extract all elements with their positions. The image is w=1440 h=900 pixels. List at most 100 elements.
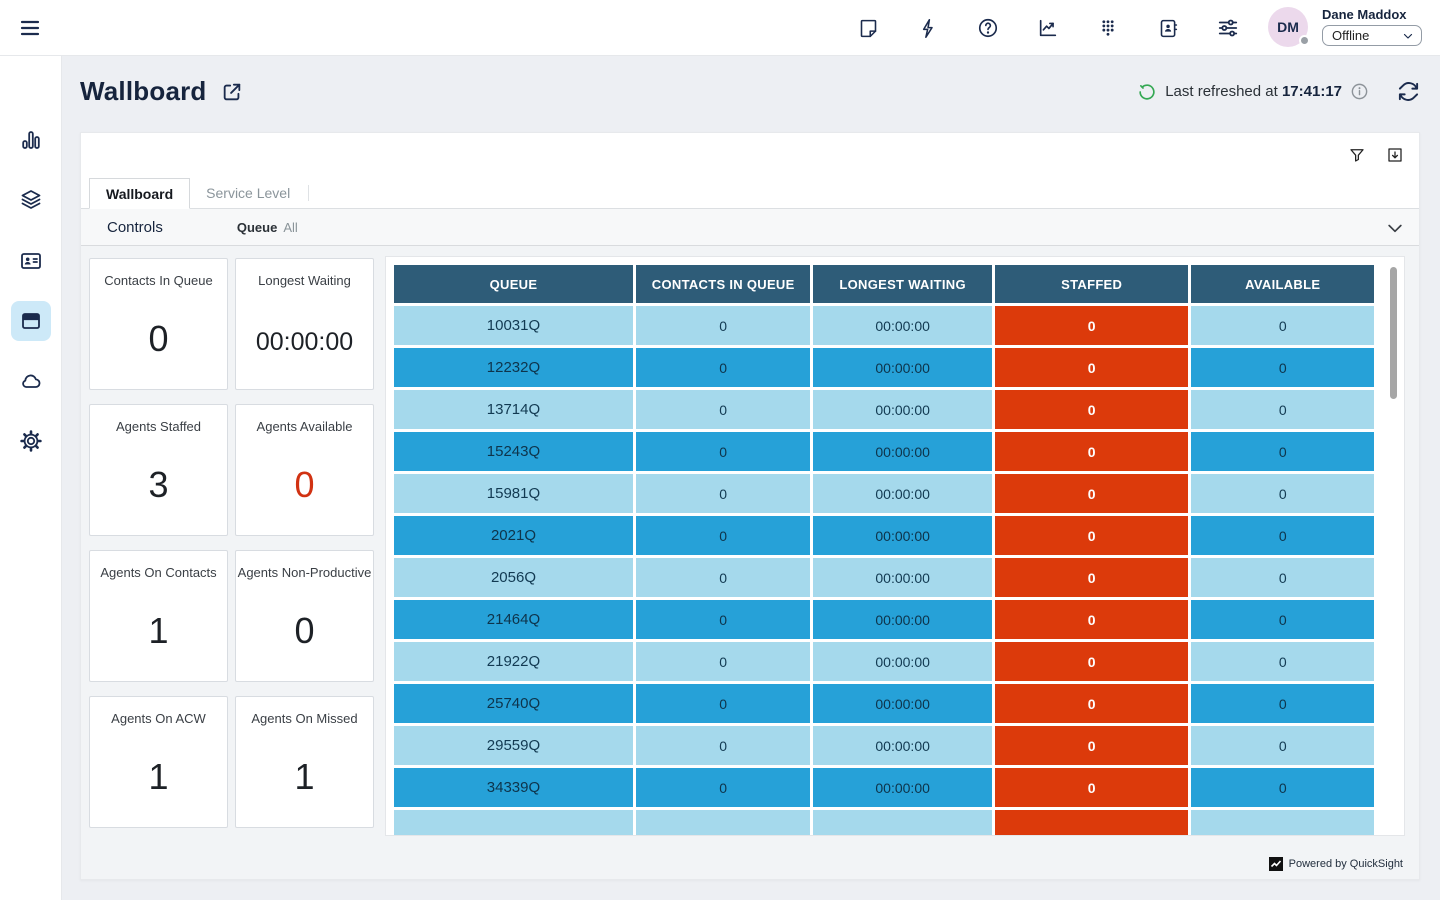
kpi-agents-non-productive: Agents Non-Productive 0 [235, 550, 374, 682]
cell-contacts-in-queue: 0 [635, 726, 811, 765]
cell-available: 0 [1191, 390, 1374, 429]
kpi-value: 1 [294, 756, 315, 797]
contact-book-icon[interactable] [1138, 0, 1198, 56]
cell-staffed: 0 [994, 684, 1189, 723]
dashboard-card: Wallboard Service Level Controls Queue A… [80, 132, 1420, 880]
cell-staffed: 0 [994, 390, 1189, 429]
sidebar-item-cloud[interactable] [11, 361, 51, 401]
table-row[interactable]: 21922Q 0 00:00:00 0 0 [394, 642, 1374, 681]
sidebar-item-layers[interactable] [11, 180, 51, 220]
last-refreshed-time: 17:41:17 [1281, 83, 1342, 100]
tab-service-level[interactable]: Service Level [206, 184, 291, 201]
table-scrollbar-thumb[interactable] [1390, 267, 1397, 399]
cell-available: 0 [1191, 726, 1374, 765]
help-icon[interactable] [958, 0, 1018, 56]
dialpad-icon[interactable] [1078, 0, 1138, 56]
cell-longest-waiting: 00:00:00 [813, 600, 992, 639]
cell-queue: 29559Q [394, 726, 633, 765]
table-row[interactable]: 15243Q 0 00:00:00 0 0 [394, 432, 1374, 471]
table-row[interactable]: 10031Q 0 00:00:00 0 0 [394, 306, 1374, 345]
status-dropdown[interactable]: Offline [1322, 25, 1422, 46]
sidebar-item-wallboard[interactable] [11, 301, 51, 341]
cell-queue: 12232Q [394, 348, 633, 387]
cell-staffed: 0 [994, 642, 1189, 681]
notes-icon[interactable] [838, 0, 898, 56]
tab-wallboard[interactable]: Wallboard [89, 178, 191, 209]
cell-staffed: 0 [994, 600, 1189, 639]
table-row[interactable]: 21464Q 0 00:00:00 0 0 [394, 600, 1374, 639]
cell-queue: 15243Q [394, 432, 633, 471]
cell-available: 0 [1191, 348, 1374, 387]
page-title: Wallboard [80, 76, 207, 106]
user-name: Dane Maddox [1322, 7, 1407, 22]
kpi-agents-on-contacts: Agents On Contacts 1 [89, 550, 228, 682]
gear-icon [20, 430, 42, 452]
table-row[interactable] [394, 810, 1374, 835]
kpi-value: 3 [148, 464, 169, 505]
table-row[interactable]: 2021Q 0 00:00:00 0 0 [394, 516, 1374, 555]
cell-staffed [994, 810, 1189, 835]
cell-available [1191, 810, 1374, 835]
cell-longest-waiting: 00:00:00 [813, 516, 992, 555]
filter-button[interactable] [1343, 141, 1371, 169]
export-button[interactable] [1381, 141, 1409, 169]
refresh-cluster: Last refreshed at 17:41:17 [1137, 80, 1420, 103]
table-header-cell: AVAILABLE [1191, 265, 1374, 303]
status-dot [1299, 35, 1310, 46]
cell-staffed: 0 [994, 516, 1189, 555]
hamburger-menu-icon[interactable] [18, 16, 42, 40]
cell-queue: 34339Q [394, 768, 633, 807]
kpi-label: Longest Waiting [258, 273, 351, 288]
cell-contacts-in-queue: 0 [635, 600, 811, 639]
table-header-cell: CONTACTS IN QUEUE [635, 265, 811, 303]
cell-longest-waiting: 00:00:00 [813, 306, 992, 345]
cell-longest-waiting: 00:00:00 [813, 726, 992, 765]
sidebar-item-metrics[interactable] [11, 120, 51, 160]
kpi-value: 00:00:00 [255, 328, 354, 356]
kpi-label: Agents On Contacts [100, 565, 217, 580]
window-icon [22, 313, 40, 329]
cell-queue: 2056Q [394, 558, 633, 597]
kpi-value: 1 [148, 610, 169, 651]
table-row[interactable]: 15981Q 0 00:00:00 0 0 [394, 474, 1374, 513]
cell-longest-waiting: 00:00:00 [813, 348, 992, 387]
kpi-label: Agents Staffed [115, 419, 202, 434]
sidebar-item-settings[interactable] [11, 421, 51, 461]
cell-staffed: 0 [994, 432, 1189, 471]
info-icon[interactable] [1350, 82, 1369, 101]
cell-queue: 10031Q [394, 306, 633, 345]
cell-queue: 13714Q [394, 390, 633, 429]
queue-filter-label: Queue [236, 219, 278, 235]
chevron-down-icon[interactable] [1385, 218, 1405, 238]
table-row[interactable]: 12232Q 0 00:00:00 0 0 [394, 348, 1374, 387]
table-header-row: QUEUE CONTACTS IN QUEUE LONGEST WAITING STA… [394, 265, 1374, 303]
kpi-value: 0 [294, 610, 315, 651]
refresh-icon[interactable] [1397, 80, 1420, 103]
kpi-agents-on-missed: Agents On Missed 1 [235, 696, 374, 828]
table-row[interactable]: 29559Q 0 00:00:00 0 0 [394, 726, 1374, 765]
sliders-icon[interactable] [1198, 0, 1258, 56]
layers-icon [21, 190, 41, 209]
controls-bar: Controls Queue All [81, 209, 1419, 246]
powered-by-text: Powered by QuickSight [1288, 858, 1403, 870]
id-card-icon [21, 253, 41, 269]
queue-filter-value[interactable]: All [283, 219, 298, 235]
cloud-icon [22, 374, 41, 388]
queue-table: QUEUE CONTACTS IN QUEUE LONGEST WAITING STA… [385, 256, 1405, 836]
lightning-icon[interactable] [898, 0, 958, 56]
cell-queue: 2021Q [394, 516, 633, 555]
kpi-agents-on-acw: Agents On ACW 1 [89, 696, 228, 828]
cell-longest-waiting: 00:00:00 [813, 558, 992, 597]
sidebar [0, 56, 62, 900]
sheet-tabs: Wallboard Service Level [81, 178, 1419, 209]
table-row[interactable]: 34339Q 0 00:00:00 0 0 [394, 768, 1374, 807]
external-link-icon[interactable] [221, 81, 243, 103]
table-row[interactable]: 13714Q 0 00:00:00 0 0 [394, 390, 1374, 429]
table-row[interactable]: 2056Q 0 00:00:00 0 0 [394, 558, 1374, 597]
analytics-icon[interactable] [1018, 0, 1078, 56]
user-block: DM Dane Maddox Offline [1268, 7, 1422, 47]
sidebar-item-contacts[interactable] [11, 241, 51, 281]
table-row[interactable]: 25740Q 0 00:00:00 0 0 [394, 684, 1374, 723]
cell-contacts-in-queue: 0 [635, 684, 811, 723]
cell-queue: 21464Q [394, 600, 633, 639]
